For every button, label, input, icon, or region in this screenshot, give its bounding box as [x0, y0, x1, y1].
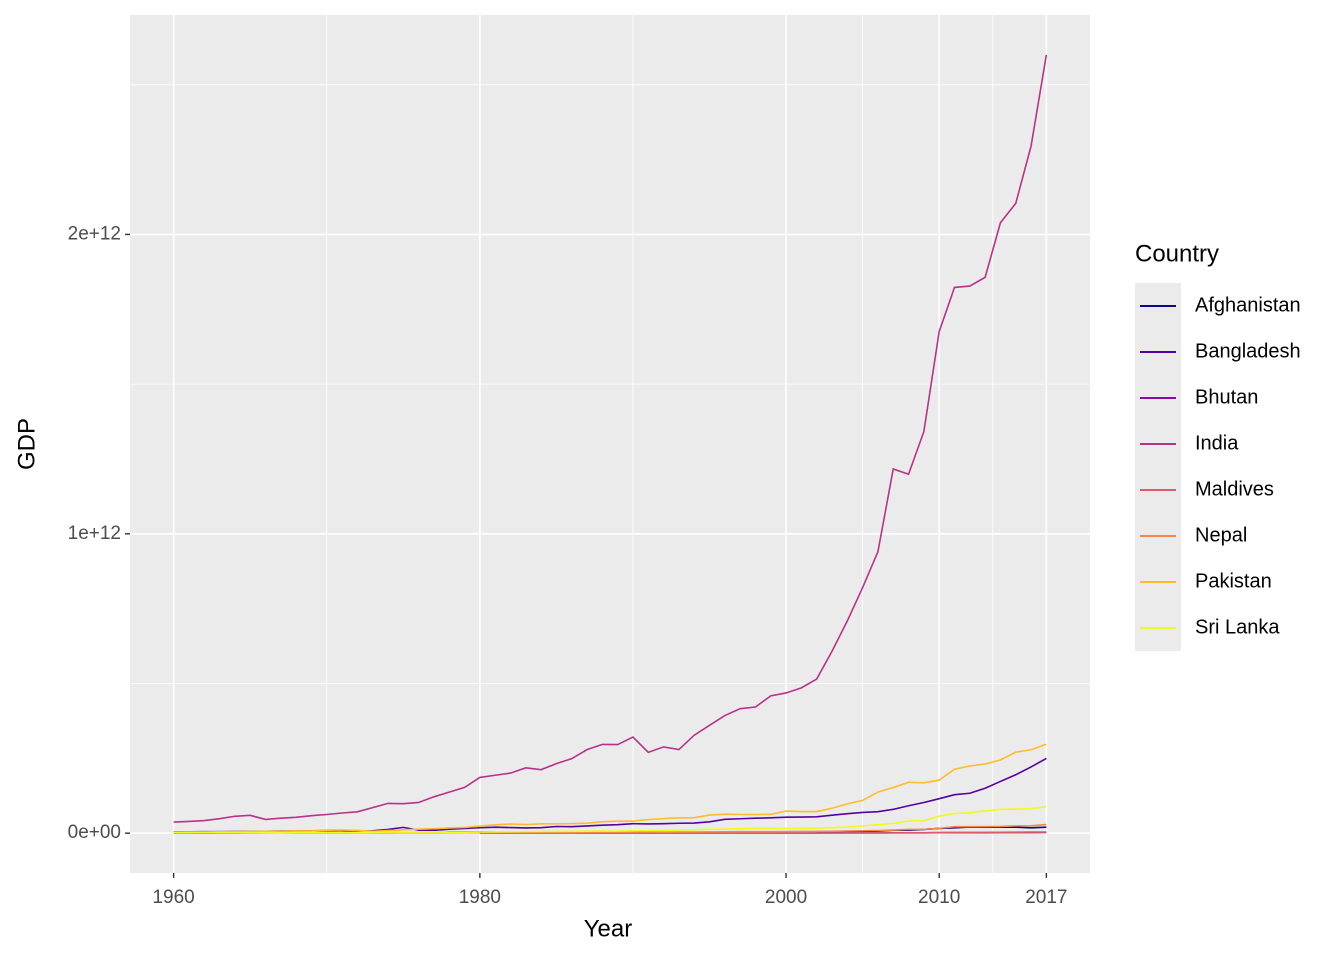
y-tick-label: 0e+00	[68, 822, 121, 843]
x-tick-label: 2010	[918, 887, 960, 908]
y-axis-title: GDP	[13, 418, 40, 470]
legend-label: India	[1195, 432, 1239, 454]
series-line	[173, 743, 1047, 833]
series-line	[173, 54, 1048, 823]
y-tick-label: 1e+12	[68, 523, 121, 544]
x-axis-title: Year	[584, 915, 633, 942]
legend-key-background	[1135, 283, 1181, 651]
legend-label: Afghanistan	[1195, 294, 1301, 316]
y-tick-label: 2e+12	[68, 223, 121, 244]
legend-label: Bangladesh	[1195, 340, 1301, 362]
x-tick-label: 1960	[152, 887, 194, 908]
legend-label: Pakistan	[1195, 570, 1272, 592]
series-line	[173, 806, 1047, 834]
legend-label: Bhutan	[1195, 386, 1258, 408]
x-tick-label: 2017	[1025, 887, 1067, 908]
legend-label: Maldives	[1195, 478, 1274, 500]
plot-panel	[130, 15, 1090, 873]
legend-label: Sri Lanka	[1195, 616, 1280, 638]
x-tick-label: 1980	[459, 887, 501, 908]
x-tick-label: 2000	[765, 887, 807, 908]
legend-title: Country	[1135, 240, 1219, 267]
legend-label: Nepal	[1195, 524, 1247, 546]
